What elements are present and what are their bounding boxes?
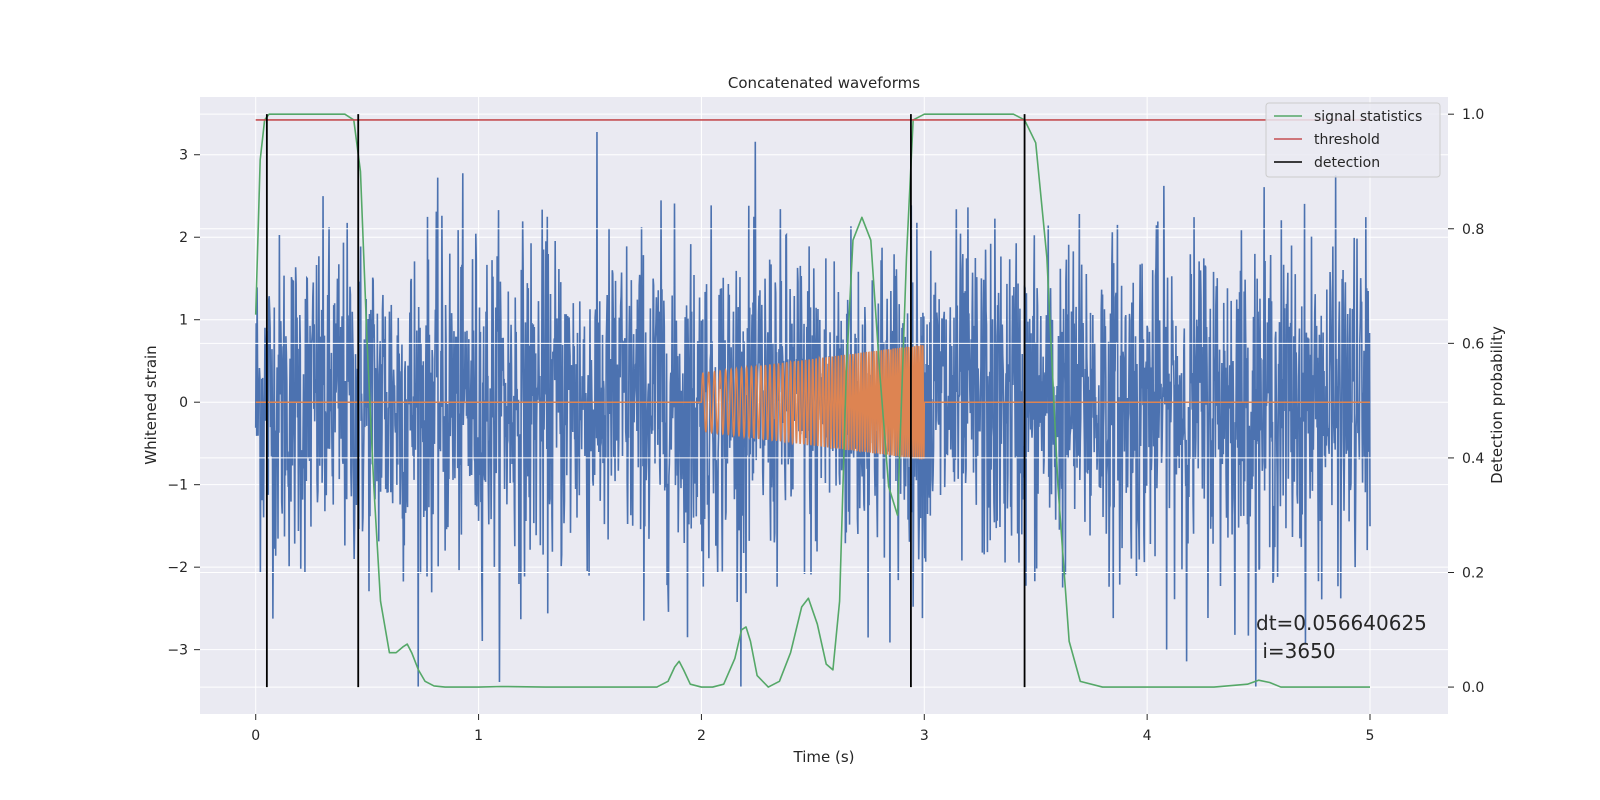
y-tick-label: −1 <box>167 478 188 494</box>
x-tick-label: 1 <box>474 728 483 744</box>
x-tick-label: 5 <box>1366 728 1375 744</box>
y2-tick-label: 0.2 <box>1462 565 1484 581</box>
y2-axis-label: Detection probability <box>1488 326 1506 484</box>
x-tick-label: 4 <box>1143 728 1152 744</box>
y-tick-label: −3 <box>167 643 188 659</box>
legend-label-signal-statistics: signal statistics <box>1314 109 1422 125</box>
y2-tick-label: 0.6 <box>1462 336 1484 352</box>
y-tick-label: 0 <box>179 395 188 411</box>
chart-title: Concatenated waveforms <box>728 74 920 92</box>
y2-tick-label: 0.0 <box>1462 680 1484 696</box>
y2-tick-label: 1.0 <box>1462 107 1484 123</box>
injected-signal-series <box>255 344 1370 460</box>
y2-tick-label: 0.4 <box>1462 451 1484 467</box>
annotation-index: i=3650 <box>1256 639 1336 663</box>
x-tick-label: 3 <box>920 728 929 744</box>
legend-label-detection: detection <box>1314 155 1380 171</box>
right-axis-grid-lines <box>200 113 1448 688</box>
x-axis-label: Time (s) <box>793 748 855 766</box>
y-tick-label: 3 <box>179 148 188 164</box>
strain-series <box>254 132 1371 687</box>
y-tick-label: 1 <box>179 313 188 329</box>
legend-label-threshold: threshold <box>1314 132 1380 148</box>
legend: signal statistics threshold detection <box>1265 102 1441 178</box>
y2-tick-label: 0.8 <box>1462 222 1484 238</box>
x-tick-label: 2 <box>697 728 706 744</box>
annotation-dt: dt=0.056640625 <box>1256 611 1427 635</box>
y-axis-label: Whitened strain <box>142 345 160 464</box>
y-tick-label: −2 <box>167 560 188 576</box>
legend-box <box>1265 102 1441 178</box>
y-tick-label: 2 <box>179 230 188 246</box>
y2-axis-ticks: 1.0 0.8 0.6 0.4 0.2 0.0 <box>1448 107 1484 696</box>
signal-statistics-line <box>254 113 1370 688</box>
injected-signal-line <box>255 344 1370 460</box>
x-tick-label: 0 <box>251 728 260 744</box>
strain-line <box>254 132 1371 687</box>
x-axis-ticks: 0 1 2 3 4 5 <box>251 714 1374 744</box>
y-axis-ticks: 3 2 1 0 −1 −2 −3 <box>167 148 200 659</box>
signal-statistics-layer <box>254 113 1370 688</box>
